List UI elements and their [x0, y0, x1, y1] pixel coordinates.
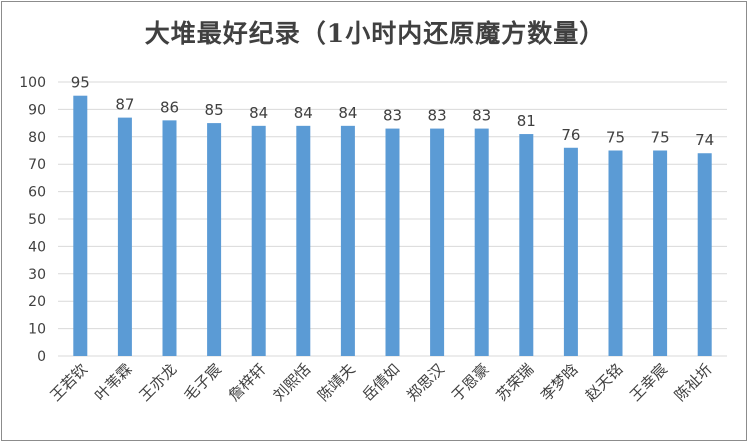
bar: [73, 95, 88, 356]
x-tick-label: 叶苇霖: [91, 360, 136, 405]
x-tick-label: 岳倩如: [359, 360, 404, 405]
data-label: 76: [561, 126, 580, 144]
y-tick-label: 70: [28, 157, 46, 173]
x-axis: 王若钦 叶苇霖 王亦龙 毛子宸 詹梓轩 刘熙恬 陈靖夫 岳倩如 郑思汉 于恩豪 苏荣瑞 李梦晗 赵天铭王…: [47, 360, 716, 405]
data-label: 83: [472, 107, 491, 125]
chart-title: 大堆最好纪录（1小时内还原魔方数量）: [144, 19, 606, 48]
y-tick-label: 90: [28, 102, 46, 118]
x-tick-label: 苏荣瑞: [493, 360, 538, 405]
x-tick-label: 于恩豪: [448, 360, 493, 405]
y-tick-label: 60: [28, 185, 46, 201]
data-label: 83: [428, 107, 447, 125]
x-tick-label: 刘熙恬: [270, 360, 315, 405]
y-tick-label: 50: [28, 212, 46, 228]
y-tick-label: 40: [28, 239, 46, 255]
data-label: 81: [517, 112, 536, 130]
data-label: 84: [249, 104, 268, 122]
data-label: 83: [383, 107, 402, 125]
bars: [73, 95, 712, 357]
x-tick-label: 李梦晗: [537, 360, 582, 405]
bar: [563, 147, 578, 356]
bar: [653, 150, 668, 356]
bar: [162, 120, 177, 356]
bar: [385, 128, 400, 356]
y-tick-label: 0: [37, 349, 46, 365]
bar: [207, 123, 222, 356]
y-tick-label: 10: [28, 322, 46, 338]
data-label: 75: [606, 129, 625, 147]
x-tick-label: 王亦龙: [136, 360, 181, 405]
bar: [340, 125, 355, 356]
data-label: 84: [338, 104, 357, 122]
y-tick-label: 30: [28, 267, 46, 283]
x-tick-label: 詹梓轩: [225, 360, 270, 405]
data-label: 74: [695, 131, 714, 149]
x-tick-label: 王若钦: [47, 360, 92, 405]
data-label: 75: [651, 129, 670, 147]
x-tick-label: 毛子宸: [180, 360, 225, 405]
y-tick-label: 80: [28, 130, 46, 146]
x-tick-label: 陈祉圻: [671, 360, 716, 405]
bar: [251, 125, 266, 356]
y-tick-label: 100: [19, 75, 46, 91]
data-label: 86: [160, 98, 179, 116]
bar: [697, 153, 712, 356]
bar: [117, 117, 132, 357]
y-tick-label: 20: [28, 294, 46, 310]
data-label: 87: [115, 96, 134, 114]
bar: [430, 128, 445, 356]
x-tick-label: 赵天铭: [582, 360, 627, 405]
y-axis: 0 10 20 30 40 50 60 70 80 90 100: [19, 75, 46, 365]
bar: [474, 128, 489, 356]
bar: [608, 150, 623, 356]
data-labels: 95 87 86 85 84 84 84 83 83 83 81 76 75 75 74: [71, 74, 714, 150]
data-label: 84: [294, 104, 313, 122]
x-tick-label: 郑思汉: [403, 360, 448, 405]
x-tick-label: 王幸宸: [626, 360, 671, 405]
bar: [519, 134, 534, 356]
x-tick-label: 陈靖夫: [314, 360, 359, 405]
data-label: 85: [205, 101, 224, 119]
bar: [296, 125, 311, 356]
data-label: 95: [71, 74, 90, 92]
